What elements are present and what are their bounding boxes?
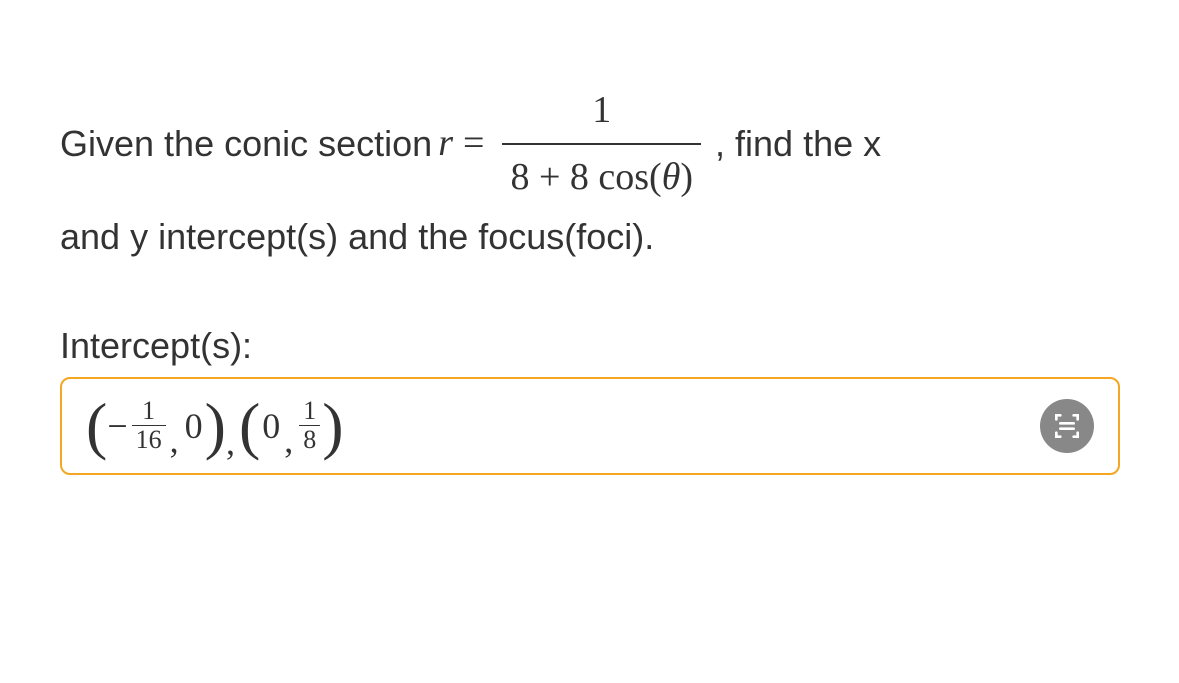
point2-y-fraction: 1 8 xyxy=(299,398,320,453)
point1-x-fraction: 1 16 xyxy=(132,398,166,453)
comma-2: , xyxy=(284,419,293,461)
equation-fraction: 1 8 + 8 cos(θ) xyxy=(502,80,701,208)
separator-comma: , xyxy=(226,421,235,463)
variable-r: r xyxy=(438,113,453,174)
point1-y: 0 xyxy=(185,405,203,447)
open-paren-2: ( xyxy=(239,397,260,455)
point2-x: 0 xyxy=(262,405,280,447)
answer-content: ( − 1 16 , 0 ) , ( 0 , 1 8 ) xyxy=(86,397,344,455)
problem-line-2: and y intercept(s) and the focus(foci). xyxy=(60,208,1119,266)
close-paren-1: ) xyxy=(205,397,226,455)
comma-1: , xyxy=(170,419,179,461)
problem-text-prefix: Given the conic section xyxy=(60,115,432,173)
problem-statement: Given the conic section r = 1 8 + 8 cos(… xyxy=(60,80,1119,265)
open-paren-1: ( xyxy=(86,397,107,455)
fraction-numerator: 1 xyxy=(584,80,619,143)
equals-sign: = xyxy=(463,113,484,174)
problem-line-1: Given the conic section r = 1 8 + 8 cos(… xyxy=(60,80,1119,208)
problem-text-suffix-1: , find the x xyxy=(715,115,881,173)
close-paren-2: ) xyxy=(322,397,343,455)
intercepts-label: Intercept(s): xyxy=(60,325,1119,367)
answer-input-box[interactable]: ( − 1 16 , 0 ) , ( 0 , 1 8 ) xyxy=(60,377,1120,475)
scan-icon xyxy=(1051,410,1083,442)
fraction-denominator: 8 + 8 cos(θ) xyxy=(502,143,701,208)
minus-sign: − xyxy=(107,405,127,447)
scan-icon-button[interactable] xyxy=(1040,399,1094,453)
